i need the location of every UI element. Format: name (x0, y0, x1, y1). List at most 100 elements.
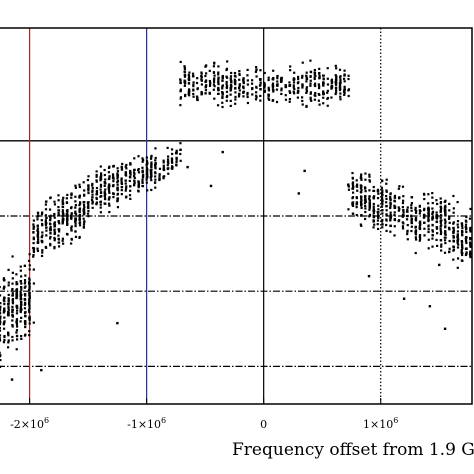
data-point (402, 195, 405, 198)
data-point (460, 223, 464, 226)
data-point (238, 89, 241, 92)
data-point (301, 61, 304, 64)
data-point (125, 163, 128, 167)
data-point (208, 79, 211, 83)
data-point (360, 199, 363, 202)
data-point (179, 79, 182, 82)
data-point (0, 317, 2, 320)
data-point (419, 220, 422, 223)
data-point (389, 206, 392, 210)
data-point (62, 242, 65, 245)
data-point (389, 203, 392, 206)
data-point (120, 166, 123, 169)
data-point (137, 155, 140, 158)
data-point (78, 201, 82, 204)
data-point (2, 322, 5, 325)
data-point (162, 168, 166, 172)
data-point (20, 275, 23, 278)
data-point (359, 223, 362, 226)
data-point (288, 81, 291, 84)
data-point (423, 221, 426, 224)
data-point (359, 175, 363, 178)
data-point (116, 167, 119, 170)
data-point (331, 81, 334, 84)
data-point (313, 98, 316, 101)
data-point (107, 166, 111, 169)
data-point (44, 214, 47, 217)
data-point (439, 208, 442, 211)
data-point (11, 300, 14, 304)
data-point (469, 255, 472, 259)
data-point (150, 165, 153, 168)
data-point (343, 88, 346, 91)
data-point (141, 173, 145, 177)
data-point (229, 77, 232, 80)
data-point (36, 215, 39, 218)
data-point (448, 209, 451, 212)
data-point (360, 203, 363, 206)
data-point (447, 250, 451, 254)
data-point (305, 105, 308, 109)
data-point (158, 177, 161, 180)
data-point (208, 84, 212, 87)
data-point (347, 208, 350, 211)
data-point (217, 78, 220, 81)
data-point (355, 213, 358, 217)
data-point (322, 84, 325, 87)
data-point (0, 355, 2, 358)
data-point (229, 93, 232, 96)
data-point (108, 197, 111, 200)
data-point (322, 77, 325, 80)
data-point (32, 268, 35, 271)
data-point (359, 191, 362, 194)
data-point (91, 186, 94, 190)
data-point (15, 331, 18, 334)
data-point (465, 241, 468, 245)
data-point (141, 157, 144, 160)
data-point (191, 72, 195, 75)
data-point (364, 207, 367, 210)
data-point (464, 247, 468, 251)
data-point (32, 246, 35, 250)
data-point (91, 182, 94, 186)
data-point (377, 204, 380, 207)
data-point (7, 331, 10, 335)
data-point (116, 193, 119, 196)
data-point (431, 230, 434, 233)
data-point (393, 213, 396, 217)
data-point (456, 240, 459, 243)
data-point (355, 201, 358, 204)
data-point (36, 212, 40, 215)
data-point (275, 100, 279, 104)
data-point (167, 155, 170, 158)
data-point (16, 306, 19, 310)
data-point (53, 213, 56, 217)
data-point (297, 78, 300, 81)
data-point (124, 171, 127, 174)
data-point (377, 192, 380, 195)
data-point (246, 79, 249, 82)
data-point (309, 96, 312, 99)
data-point (95, 190, 99, 194)
data-point (40, 212, 44, 216)
data-point (120, 189, 123, 192)
data-point (19, 310, 22, 314)
data-point (313, 76, 316, 79)
data-point (259, 81, 262, 84)
data-point (439, 225, 442, 228)
data-point (57, 211, 60, 215)
data-point (246, 68, 249, 71)
data-point (70, 213, 73, 216)
data-point (200, 92, 204, 95)
data-point (167, 172, 170, 175)
data-point (225, 83, 228, 86)
data-point (37, 240, 40, 243)
data-point (141, 166, 144, 169)
data-point (133, 168, 136, 171)
data-point (351, 204, 355, 207)
data-point (431, 215, 434, 218)
data-point (347, 185, 350, 188)
data-point (112, 165, 115, 168)
data-point (44, 223, 48, 227)
data-point (230, 81, 233, 84)
